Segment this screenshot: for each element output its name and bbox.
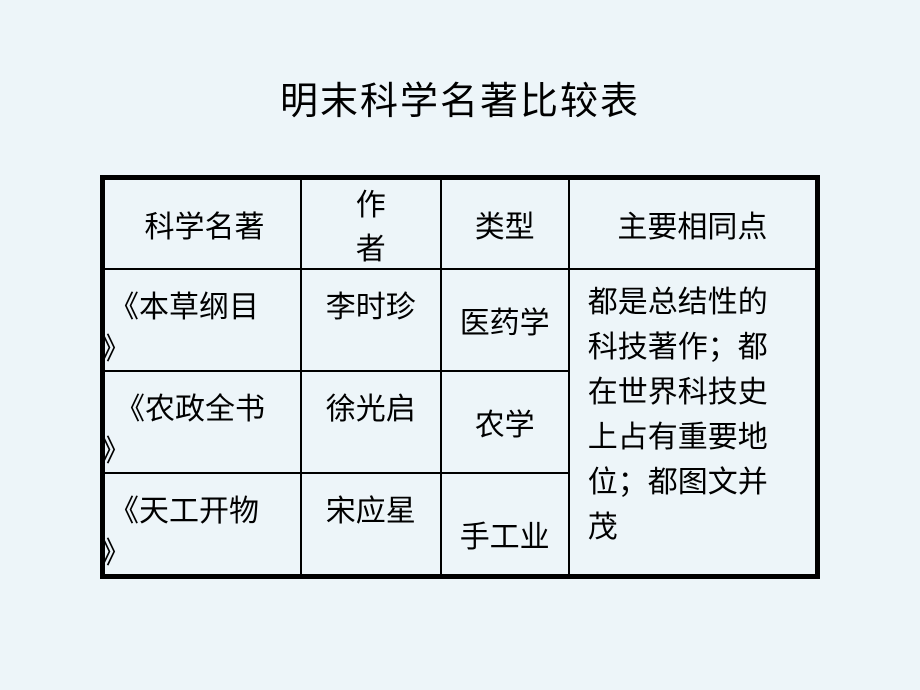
cell-book-1: 《农政全书 》 [104,371,301,473]
header-type: 类型 [441,179,569,269]
cell-type-1: 农学 [441,371,569,473]
table-row: 《本草纲目 》 李时珍 医药学 都是总结性的科技著作；都在世界科技史上占有重要地… [104,269,816,371]
header-common: 主要相同点 [569,179,816,269]
page-title: 明末科学名著比较表 [280,70,640,125]
comparison-table: 科学名著 作 者 类型 主要相同点 《本草纲目 》 李时珍 医药学 都是总结性的… [103,178,817,576]
comparison-table-container: 科学名著 作 者 类型 主要相同点 《本草纲目 》 李时珍 医药学 都是总结性的… [100,175,820,579]
cell-type-2: 手工业 [441,473,569,575]
cell-book-2: 《天工开物 》 [104,473,301,575]
cell-type-0: 医药学 [441,269,569,371]
header-book: 科学名著 [104,179,301,269]
book-close-1: 》 [101,426,131,470]
book-title-2: 《天工开物 [109,486,259,530]
table-header-row: 科学名著 作 者 类型 主要相同点 [104,179,816,269]
book-title-0: 《本草纲目 [109,282,259,326]
cell-author-0: 李时珍 [301,269,441,371]
cell-common: 都是总结性的科技著作；都在世界科技史上占有重要地位；都图文并茂 [569,269,816,575]
cell-author-2: 宋应星 [301,473,441,575]
book-title-1: 《农政全书 [115,384,265,428]
book-close-2: 》 [101,528,131,572]
cell-book-0: 《本草纲目 》 [104,269,301,371]
header-author: 作 者 [301,179,441,269]
book-close-0: 》 [101,324,131,368]
cell-author-1: 徐光启 [301,371,441,473]
